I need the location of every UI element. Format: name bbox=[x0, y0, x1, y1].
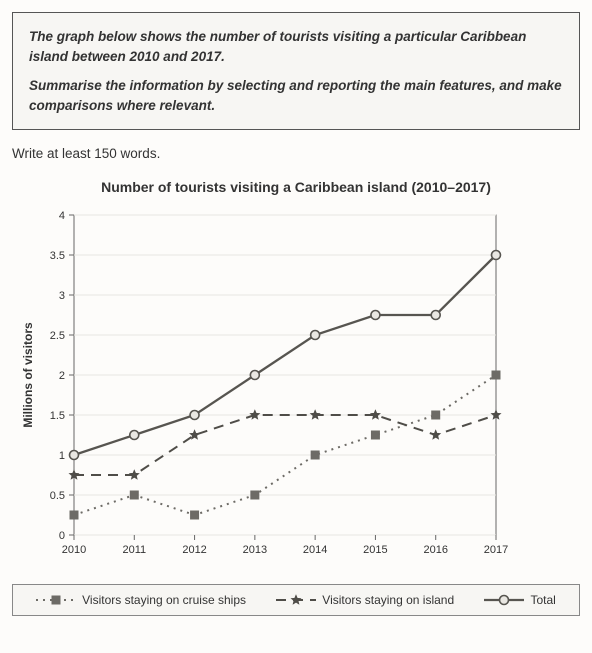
svg-text:2010: 2010 bbox=[62, 544, 86, 556]
svg-text:1: 1 bbox=[59, 450, 65, 462]
svg-text:2: 2 bbox=[59, 370, 65, 382]
svg-text:3.5: 3.5 bbox=[50, 250, 65, 262]
legend-swatch-total bbox=[484, 593, 524, 607]
legend-item-cruise: Visitors staying on cruise ships bbox=[36, 593, 246, 607]
legend-label-island: Visitors staying on island bbox=[322, 593, 454, 607]
svg-text:2014: 2014 bbox=[303, 544, 327, 556]
svg-text:0.5: 0.5 bbox=[50, 490, 65, 502]
legend-swatch-cruise bbox=[36, 593, 76, 607]
svg-text:3: 3 bbox=[59, 290, 65, 302]
svg-text:Millions of visitors: Millions of visitors bbox=[21, 322, 35, 428]
svg-text:1.5: 1.5 bbox=[50, 410, 65, 422]
legend-swatch-island bbox=[276, 593, 316, 607]
chart-container: 0 0.5 1 1.5 2 2.5 3 3.5 4 2010 2011 2012 2013 2014 201… bbox=[16, 205, 576, 570]
svg-text:2012: 2012 bbox=[182, 544, 206, 556]
chart-title: Number of tourists visiting a Caribbean … bbox=[12, 179, 580, 195]
line-chart: 0 0.5 1 1.5 2 2.5 3 3.5 4 2010 2011 2012 2013 2014 201… bbox=[16, 205, 516, 565]
svg-text:2016: 2016 bbox=[423, 544, 447, 556]
word-count-instruction: Write at least 150 words. bbox=[12, 146, 580, 161]
svg-text:2.5: 2.5 bbox=[50, 330, 65, 342]
legend-label-cruise: Visitors staying on cruise ships bbox=[82, 593, 246, 607]
svg-text:4: 4 bbox=[59, 210, 65, 222]
legend-item-island: Visitors staying on island bbox=[276, 593, 454, 607]
svg-text:0: 0 bbox=[59, 530, 65, 542]
svg-text:2011: 2011 bbox=[122, 544, 146, 556]
svg-text:2013: 2013 bbox=[243, 544, 267, 556]
task-prompt-box: The graph below shows the number of tour… bbox=[12, 12, 580, 130]
legend-label-total: Total bbox=[530, 593, 555, 607]
svg-text:2017: 2017 bbox=[484, 544, 508, 556]
chart-legend: Visitors staying on cruise ships Visitor… bbox=[12, 584, 580, 616]
legend-item-total: Total bbox=[484, 593, 555, 607]
prompt-paragraph-2: Summarise the information by selecting a… bbox=[29, 76, 563, 115]
prompt-paragraph-1: The graph below shows the number of tour… bbox=[29, 27, 563, 66]
svg-text:2015: 2015 bbox=[363, 544, 387, 556]
